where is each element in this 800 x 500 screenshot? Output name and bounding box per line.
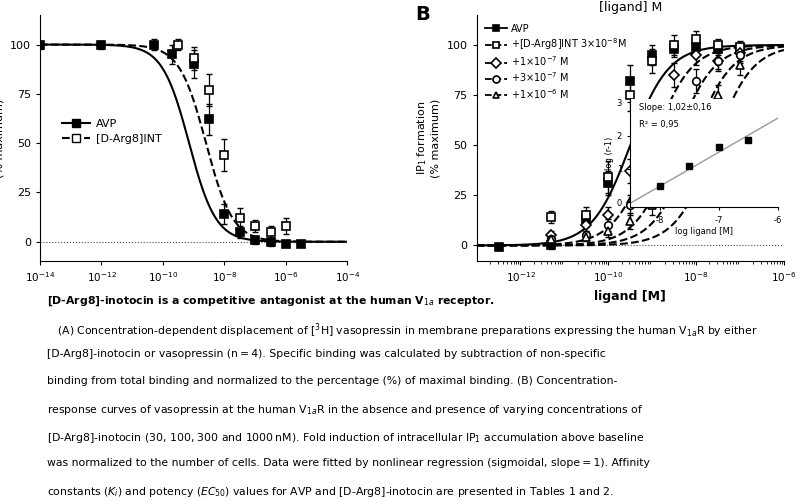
- Legend: AVP, +[D-Arg8]INT 3×10$^{-8}$M, +1×10$^{-7}$ M, +3×10$^{-7}$ M, +1×10$^{-6}$ M: AVP, +[D-Arg8]INT 3×10$^{-8}$M, +1×10$^{…: [482, 20, 630, 104]
- Text: B: B: [415, 5, 430, 24]
- Text: response curves of vasopressin at the human V$_{1a}$R in the absence and presenc: response curves of vasopressin at the hu…: [47, 404, 644, 417]
- Text: [D-Arg8]-inotocin is a competitive antagonist at the human V$_{1a}$ receptor.: [D-Arg8]-inotocin is a competitive antag…: [47, 294, 495, 308]
- X-axis label: ligand [M]: ligand [M]: [594, 290, 666, 303]
- Text: [D-Arg8]-inotocin (30, 100, 300 and 1000 nM). Fold induction of intracellular IP: [D-Arg8]-inotocin (30, 100, 300 and 1000…: [47, 430, 645, 444]
- Text: was normalized to the number of cells. Data were fitted by nonlinear regression : was normalized to the number of cells. D…: [47, 458, 650, 468]
- Text: [D-Arg8]-inotocin or vasopressin (n = 4). Specific binding was calculated by sub: [D-Arg8]-inotocin or vasopressin (n = 4)…: [47, 349, 606, 359]
- Text: constants ($K_i$) and potency ($EC_{50}$) values for AVP and [D-Arg8]-inotocin a: constants ($K_i$) and potency ($EC_{50}$…: [47, 485, 614, 499]
- Legend: AVP, [D-Arg8]INT: AVP, [D-Arg8]INT: [58, 114, 166, 148]
- Title: [ligand] M: [ligand] M: [598, 1, 662, 14]
- Y-axis label: IP$_1$ formation
(% maximum): IP$_1$ formation (% maximum): [415, 98, 441, 178]
- Text: binding from total binding and normalized to the percentage (%) of maximal bindi: binding from total binding and normalize…: [47, 376, 618, 386]
- Y-axis label: [$^3$H] radioligand bound
(% maximum): [$^3$H] radioligand bound (% maximum): [0, 74, 5, 202]
- Text: (A) Concentration-dependent displacement of [$^3$H] vasopressin in membrane prep: (A) Concentration-dependent displacement…: [47, 322, 758, 340]
